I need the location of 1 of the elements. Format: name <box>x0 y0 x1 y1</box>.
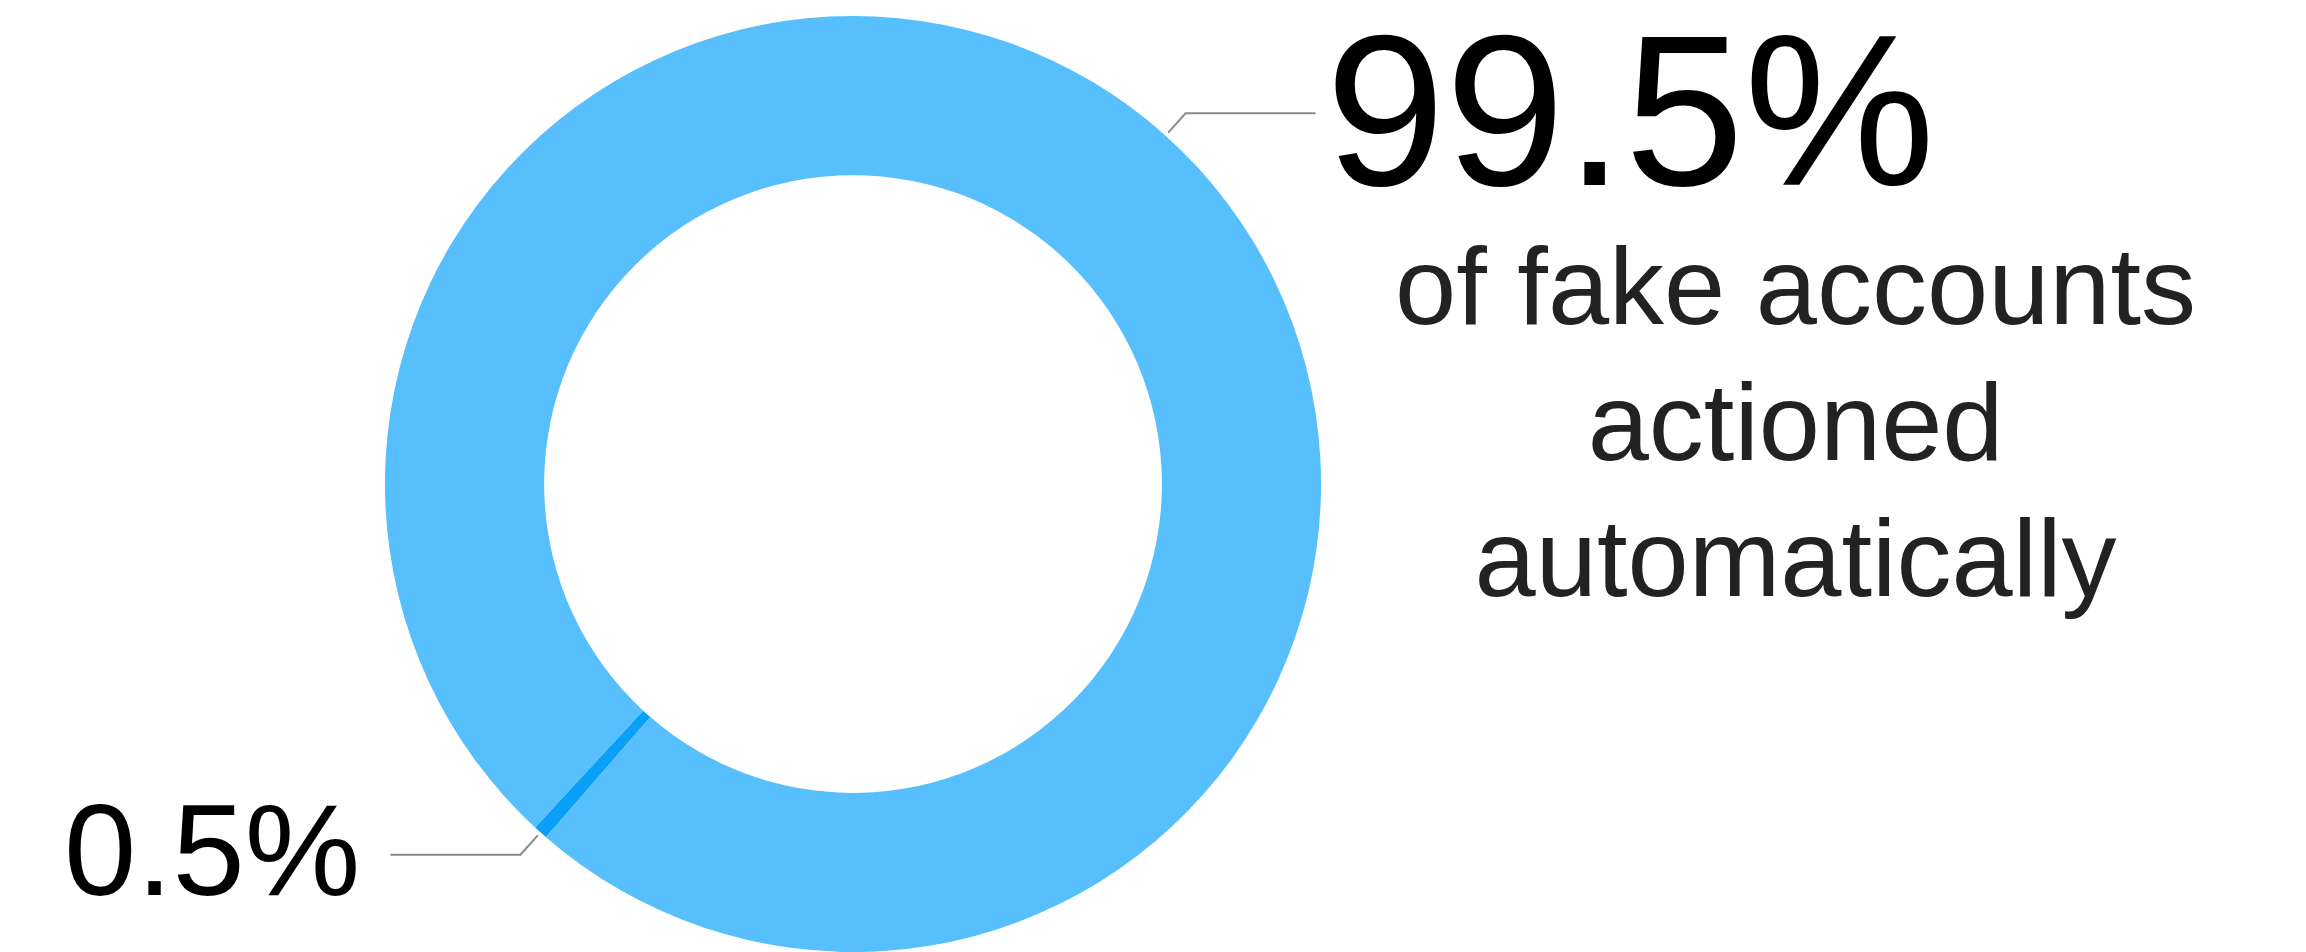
data-label: 0.5% <box>64 776 361 923</box>
